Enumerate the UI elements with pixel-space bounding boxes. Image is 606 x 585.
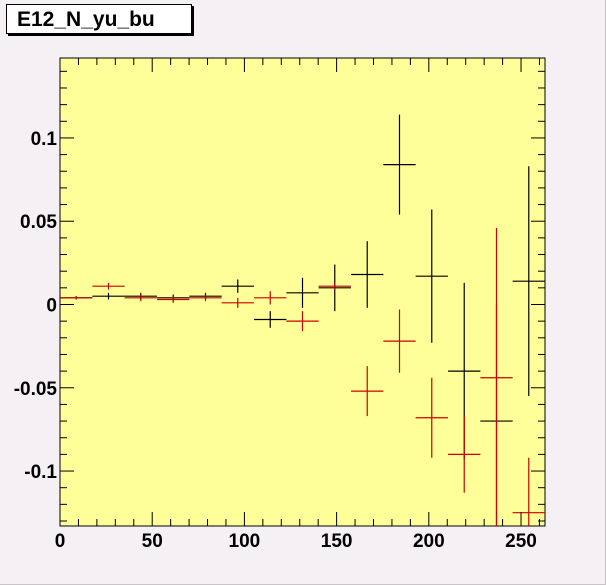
x-tick-label: 200 [413,531,445,552]
y-tick-label: 0.1 [31,129,58,150]
x-tick-label: 100 [229,531,261,552]
data-point-s2-9 [318,282,351,290]
data-point-s2-4 [157,296,190,303]
y-tick-label: 0.05 [20,212,57,233]
data-point-s1-11 [383,114,416,215]
y-tick-label: 0 [46,295,57,316]
data-point-s2-8 [286,311,319,332]
axis-layer: 0 50 100 150 200 250 -0.1 -0.05 0 0.05 0.1 [14,58,545,552]
chart-title-box: E12_N_yu_bu [6,4,192,34]
data-point-s1-2 [92,292,125,300]
data-point-s2-1 [60,296,93,300]
data-point-s2-12 [415,377,448,458]
data-point-s2-10 [351,366,384,417]
data-point-s2-15 [512,457,545,526]
data-point-s2-2 [92,282,125,290]
data-series-2 [60,227,545,526]
data-point-s2-3 [124,294,157,302]
data-point-s1-15 [512,166,545,397]
data-point-s1-6 [221,279,254,293]
data-point-s1-12 [415,209,448,343]
data-point-s1-7 [254,311,287,328]
y-tick-label: -0.1 [24,462,57,483]
y-tick-label: -0.05 [14,379,58,400]
chart-title: E12_N_yu_bu [17,8,155,31]
data-point-s2-7 [254,291,287,305]
series-layer [60,114,545,526]
data-point-s2-13 [448,416,481,493]
x-tick-label: 0 [55,531,66,552]
data-point-s2-11 [383,309,416,373]
data-point-s1-10 [351,241,384,308]
x-tick-label: 250 [505,531,537,552]
x-tick-label: 150 [321,531,353,552]
data-point-s2-6 [221,297,254,308]
data-point-s2-14 [480,227,513,526]
data-point-s2-5 [189,294,222,302]
data-point-s1-8 [286,277,319,308]
x-tick-label: 50 [142,531,163,552]
